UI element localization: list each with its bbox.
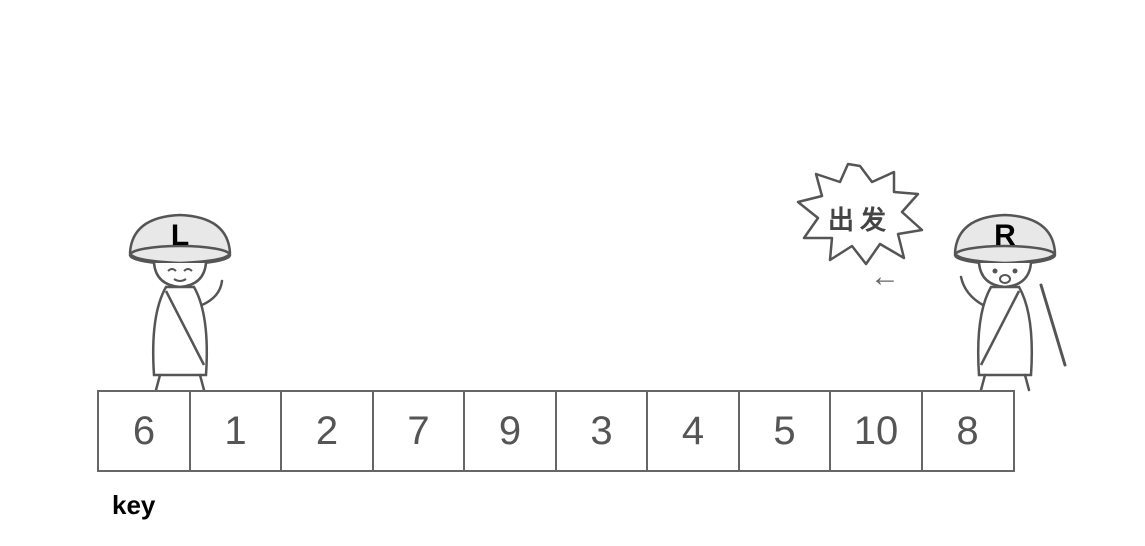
right-soldier-label: R bbox=[985, 219, 1025, 253]
right-soldier: R bbox=[935, 205, 1075, 410]
speech-text: 出发 bbox=[790, 200, 930, 237]
left-soldier-label: L bbox=[160, 219, 200, 253]
arrow-left-icon: ← bbox=[870, 260, 900, 294]
speech-bubble: 出发 bbox=[790, 160, 930, 275]
array-cell: 7 bbox=[372, 390, 466, 472]
array-cell: 10 bbox=[829, 390, 923, 472]
array-cell: 4 bbox=[646, 390, 740, 472]
array-cell: 9 bbox=[463, 390, 557, 472]
array-cell: 5 bbox=[738, 390, 832, 472]
array-row: 61279345108 bbox=[97, 390, 1015, 472]
left-soldier: L bbox=[110, 205, 250, 410]
array-cell: 3 bbox=[555, 390, 649, 472]
key-label: key bbox=[112, 490, 155, 521]
diagram-stage: L R 出 bbox=[0, 0, 1145, 546]
array-cell: 6 bbox=[97, 390, 191, 472]
array-cell: 8 bbox=[921, 390, 1015, 472]
array-cell: 1 bbox=[189, 390, 283, 472]
array-cell: 2 bbox=[280, 390, 374, 472]
